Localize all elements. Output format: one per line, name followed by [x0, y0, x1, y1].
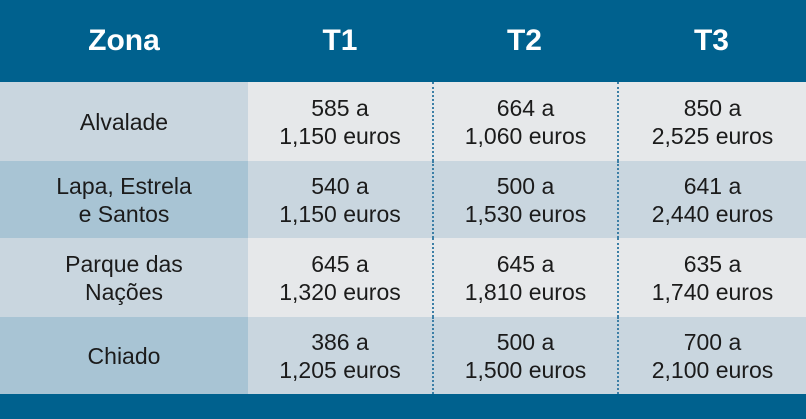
price-cell: 664 a 1,060 euros	[432, 82, 617, 161]
cell-text: 1,530 euros	[464, 200, 587, 227]
cell-text: Lapa, Estrela	[56, 172, 192, 199]
price-cell: 645 a 1,320 euros	[248, 238, 432, 317]
cell-text: Zona	[88, 24, 160, 57]
price-cell: 700 a 2,100 euros	[617, 317, 806, 394]
cell-text: 1,060 euros	[464, 122, 587, 149]
cell-text: 500 a	[496, 328, 555, 355]
price-cell: 585 a 1,150 euros	[248, 82, 432, 161]
price-cell: 645 a 1,810 euros	[432, 238, 617, 317]
cell-text: 850 a	[683, 94, 742, 121]
cell-text: T1	[322, 24, 358, 57]
cell-text: 540 a	[311, 172, 369, 199]
cell-text: T2	[506, 24, 542, 57]
cell-text: 700 a	[683, 328, 742, 355]
cell-text: 1,500 euros	[464, 356, 587, 383]
row-label: Alvalade	[0, 82, 248, 161]
cell-text: e Santos	[78, 200, 170, 227]
cell-text: Nações	[85, 278, 163, 305]
price-cell: 500 a 1,530 euros	[432, 161, 617, 238]
cell-text: 2,100 euros	[651, 356, 774, 383]
cell-text: 664 a	[496, 94, 555, 121]
cell-text: Parque das	[65, 250, 183, 277]
header-cell: Zona	[0, 0, 248, 82]
price-cell: 850 a 2,525 euros	[617, 82, 806, 161]
cell-text: 1,150 euros	[279, 122, 401, 149]
cell-text: 500 a	[496, 172, 555, 199]
row-label: Chiado	[0, 317, 248, 394]
cell-text: 1,205 euros	[279, 356, 401, 383]
price-cell: 540 a 1,150 euros	[248, 161, 432, 238]
cell-text: 641 a	[683, 172, 742, 199]
price-cell: 641 a 2,440 euros	[617, 161, 806, 238]
header-cell: T3	[617, 0, 806, 82]
cell-text: T3	[693, 24, 729, 57]
header-cell: T2	[432, 0, 617, 82]
price-cell: 386 a 1,205 euros	[248, 317, 432, 394]
cell-text: 2,440 euros	[651, 200, 774, 227]
cell-text: 1,740 euros	[651, 278, 774, 305]
price-cell: 500 a 1,500 euros	[432, 317, 617, 394]
row-label: Parque das Nações	[0, 238, 248, 317]
header-cell: T1	[248, 0, 432, 82]
price-cell: 635 a 1,740 euros	[617, 238, 806, 317]
cell-text: 585 a	[311, 94, 369, 121]
row-label: Lapa, Estrela e Santos	[0, 161, 248, 238]
cell-text: 1,150 euros	[279, 200, 401, 227]
cell-text: Chiado	[87, 342, 161, 369]
cell-text: 386 a	[311, 328, 369, 355]
cell-text: 1,320 euros	[279, 278, 401, 305]
cell-text: Alvalade	[79, 108, 169, 135]
cell-text: 645 a	[496, 250, 555, 277]
cell-text: 635 a	[683, 250, 742, 277]
cell-text: 2,525 euros	[651, 122, 774, 149]
cell-text: 1,810 euros	[464, 278, 587, 305]
cell-text: 645 a	[311, 250, 369, 277]
